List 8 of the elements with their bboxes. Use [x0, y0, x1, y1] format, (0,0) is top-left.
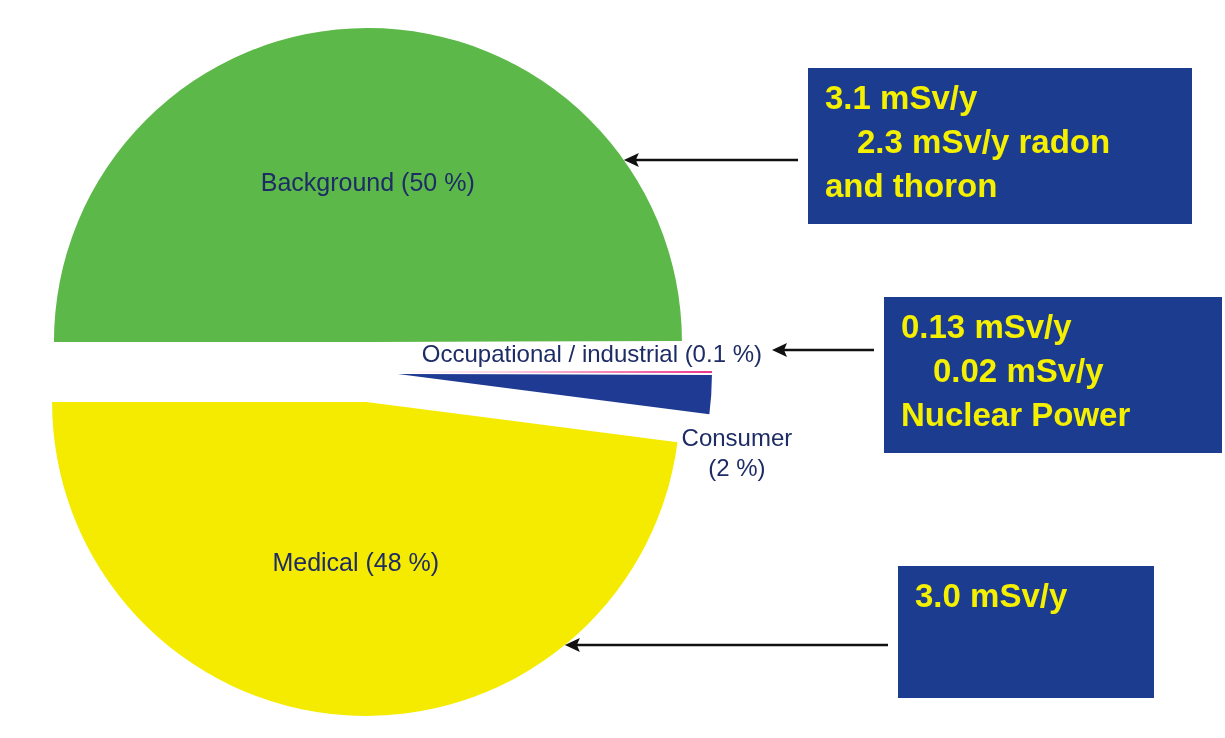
text: 0.13 mSv/y 0.02 mSv/y Nuclear Power — [901, 307, 1132, 435]
slice-label: Background (50 %) — [260, 168, 475, 196]
slice-label: Medical (48 %) — [272, 547, 440, 576]
data-label: (2 %) — [708, 453, 766, 481]
slice-label: Consumer — [681, 423, 793, 451]
text: 3.1 mSv/y 2.3 mSv/y radon and thoron — [825, 78, 1112, 206]
text: 3.0 mSv/y — [915, 576, 1069, 616]
slice-label: Occupational / industrial (0.1 %) — [421, 339, 762, 367]
